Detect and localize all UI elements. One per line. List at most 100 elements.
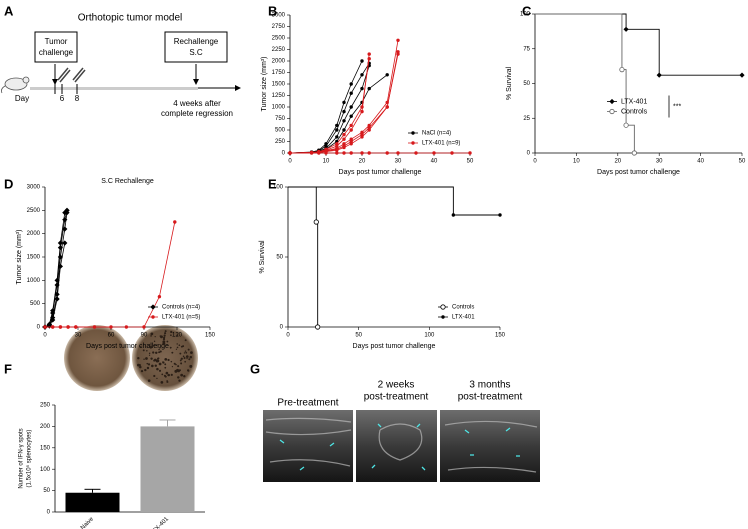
x-tick-label: 0 <box>286 333 290 339</box>
spot <box>150 335 152 337</box>
x-tick-label: 40 <box>697 159 704 165</box>
y-tick-label: 100 <box>273 185 284 191</box>
marker <box>360 86 364 91</box>
spot <box>158 348 160 351</box>
syringe <box>57 67 71 83</box>
x-tick-label: 0 <box>43 333 47 339</box>
spot <box>188 358 191 361</box>
marker <box>498 213 502 217</box>
y-tick-label: 3000 <box>27 185 41 191</box>
spot <box>179 369 181 372</box>
spot <box>175 348 178 350</box>
y-tick-label: 2750 <box>272 24 286 30</box>
spot <box>183 375 186 378</box>
image-label: post-treatment <box>364 392 429 403</box>
marker <box>92 325 97 329</box>
spot <box>163 374 166 377</box>
spot <box>179 352 182 355</box>
marker <box>342 100 346 105</box>
spot <box>174 369 178 373</box>
marker <box>288 151 292 155</box>
marker <box>631 150 637 156</box>
spot <box>140 345 142 348</box>
marker <box>62 226 68 232</box>
x-tick-label: 30 <box>656 159 663 165</box>
y-axis-label: % Survival <box>259 240 266 274</box>
marker <box>656 72 662 78</box>
y-tick-label: 50 <box>276 255 283 261</box>
marker <box>315 324 321 330</box>
y-tick-label: 100 <box>520 12 531 18</box>
marker <box>335 123 339 128</box>
spot <box>187 348 190 351</box>
marker <box>360 105 364 109</box>
spot <box>167 358 170 362</box>
diagram-title: Orthotopic tumor model <box>78 13 183 24</box>
marker <box>360 151 364 155</box>
spot <box>170 330 173 334</box>
spot <box>170 334 172 337</box>
spot <box>187 370 190 372</box>
legend-label: LTX-401 <box>452 315 475 321</box>
y-tick-label: 1250 <box>272 93 286 99</box>
x-tick-label: 30 <box>75 333 82 339</box>
y-tick-label: 1500 <box>27 255 41 261</box>
ultrasound-image <box>440 410 540 482</box>
x-axis-label: Days post tumor challenge <box>353 343 436 350</box>
y-tick-label: 250 <box>40 403 51 409</box>
spot <box>164 330 167 333</box>
spot <box>153 359 156 362</box>
legend-marker <box>441 315 445 319</box>
y-tick-label: 0 <box>527 151 531 157</box>
image-label: 3 months <box>469 380 510 391</box>
spot <box>180 373 184 377</box>
spot <box>154 335 156 338</box>
marker <box>335 142 339 146</box>
series-line <box>45 221 176 328</box>
marker <box>450 151 454 155</box>
legend-marker <box>609 98 615 105</box>
legend-label: Controls <box>621 108 648 115</box>
timeline-label: 8 <box>75 94 80 103</box>
marker <box>385 151 389 155</box>
spot <box>159 346 161 349</box>
spot <box>171 365 174 368</box>
spot <box>186 355 189 358</box>
marker <box>324 142 328 146</box>
spot <box>176 334 179 337</box>
spot <box>180 357 183 360</box>
spot <box>140 370 144 373</box>
spot <box>155 351 158 355</box>
marker <box>360 59 364 63</box>
legend-label: Controls (n=4) <box>162 305 200 311</box>
spot <box>153 340 156 343</box>
marker <box>309 151 314 155</box>
legend-label: LTX-401 <box>621 98 647 105</box>
spot <box>179 359 182 362</box>
marker <box>57 263 63 269</box>
marker <box>739 72 745 78</box>
marker <box>342 128 346 132</box>
x-tick-label: LTX-401 <box>150 516 171 529</box>
spot <box>176 343 178 345</box>
marker <box>335 135 339 139</box>
spot <box>186 357 188 360</box>
ultrasound-image <box>356 410 437 482</box>
spot <box>148 354 151 356</box>
spot <box>184 360 187 363</box>
legend-label: Controls <box>452 305 474 311</box>
legend-marker <box>609 108 615 115</box>
y-axis-label: Tumor size (mm³) <box>261 57 268 112</box>
spot <box>177 365 180 368</box>
spot <box>164 366 167 369</box>
x-tick-label: 0 <box>533 159 537 165</box>
marker <box>157 294 162 299</box>
marker <box>46 321 52 327</box>
spot <box>145 357 148 360</box>
marker <box>349 114 353 118</box>
marker <box>51 325 55 329</box>
panel-label: B <box>268 3 277 18</box>
x-tick-label: 0 <box>288 159 292 165</box>
spot <box>163 336 166 339</box>
survival-curve <box>288 186 500 216</box>
